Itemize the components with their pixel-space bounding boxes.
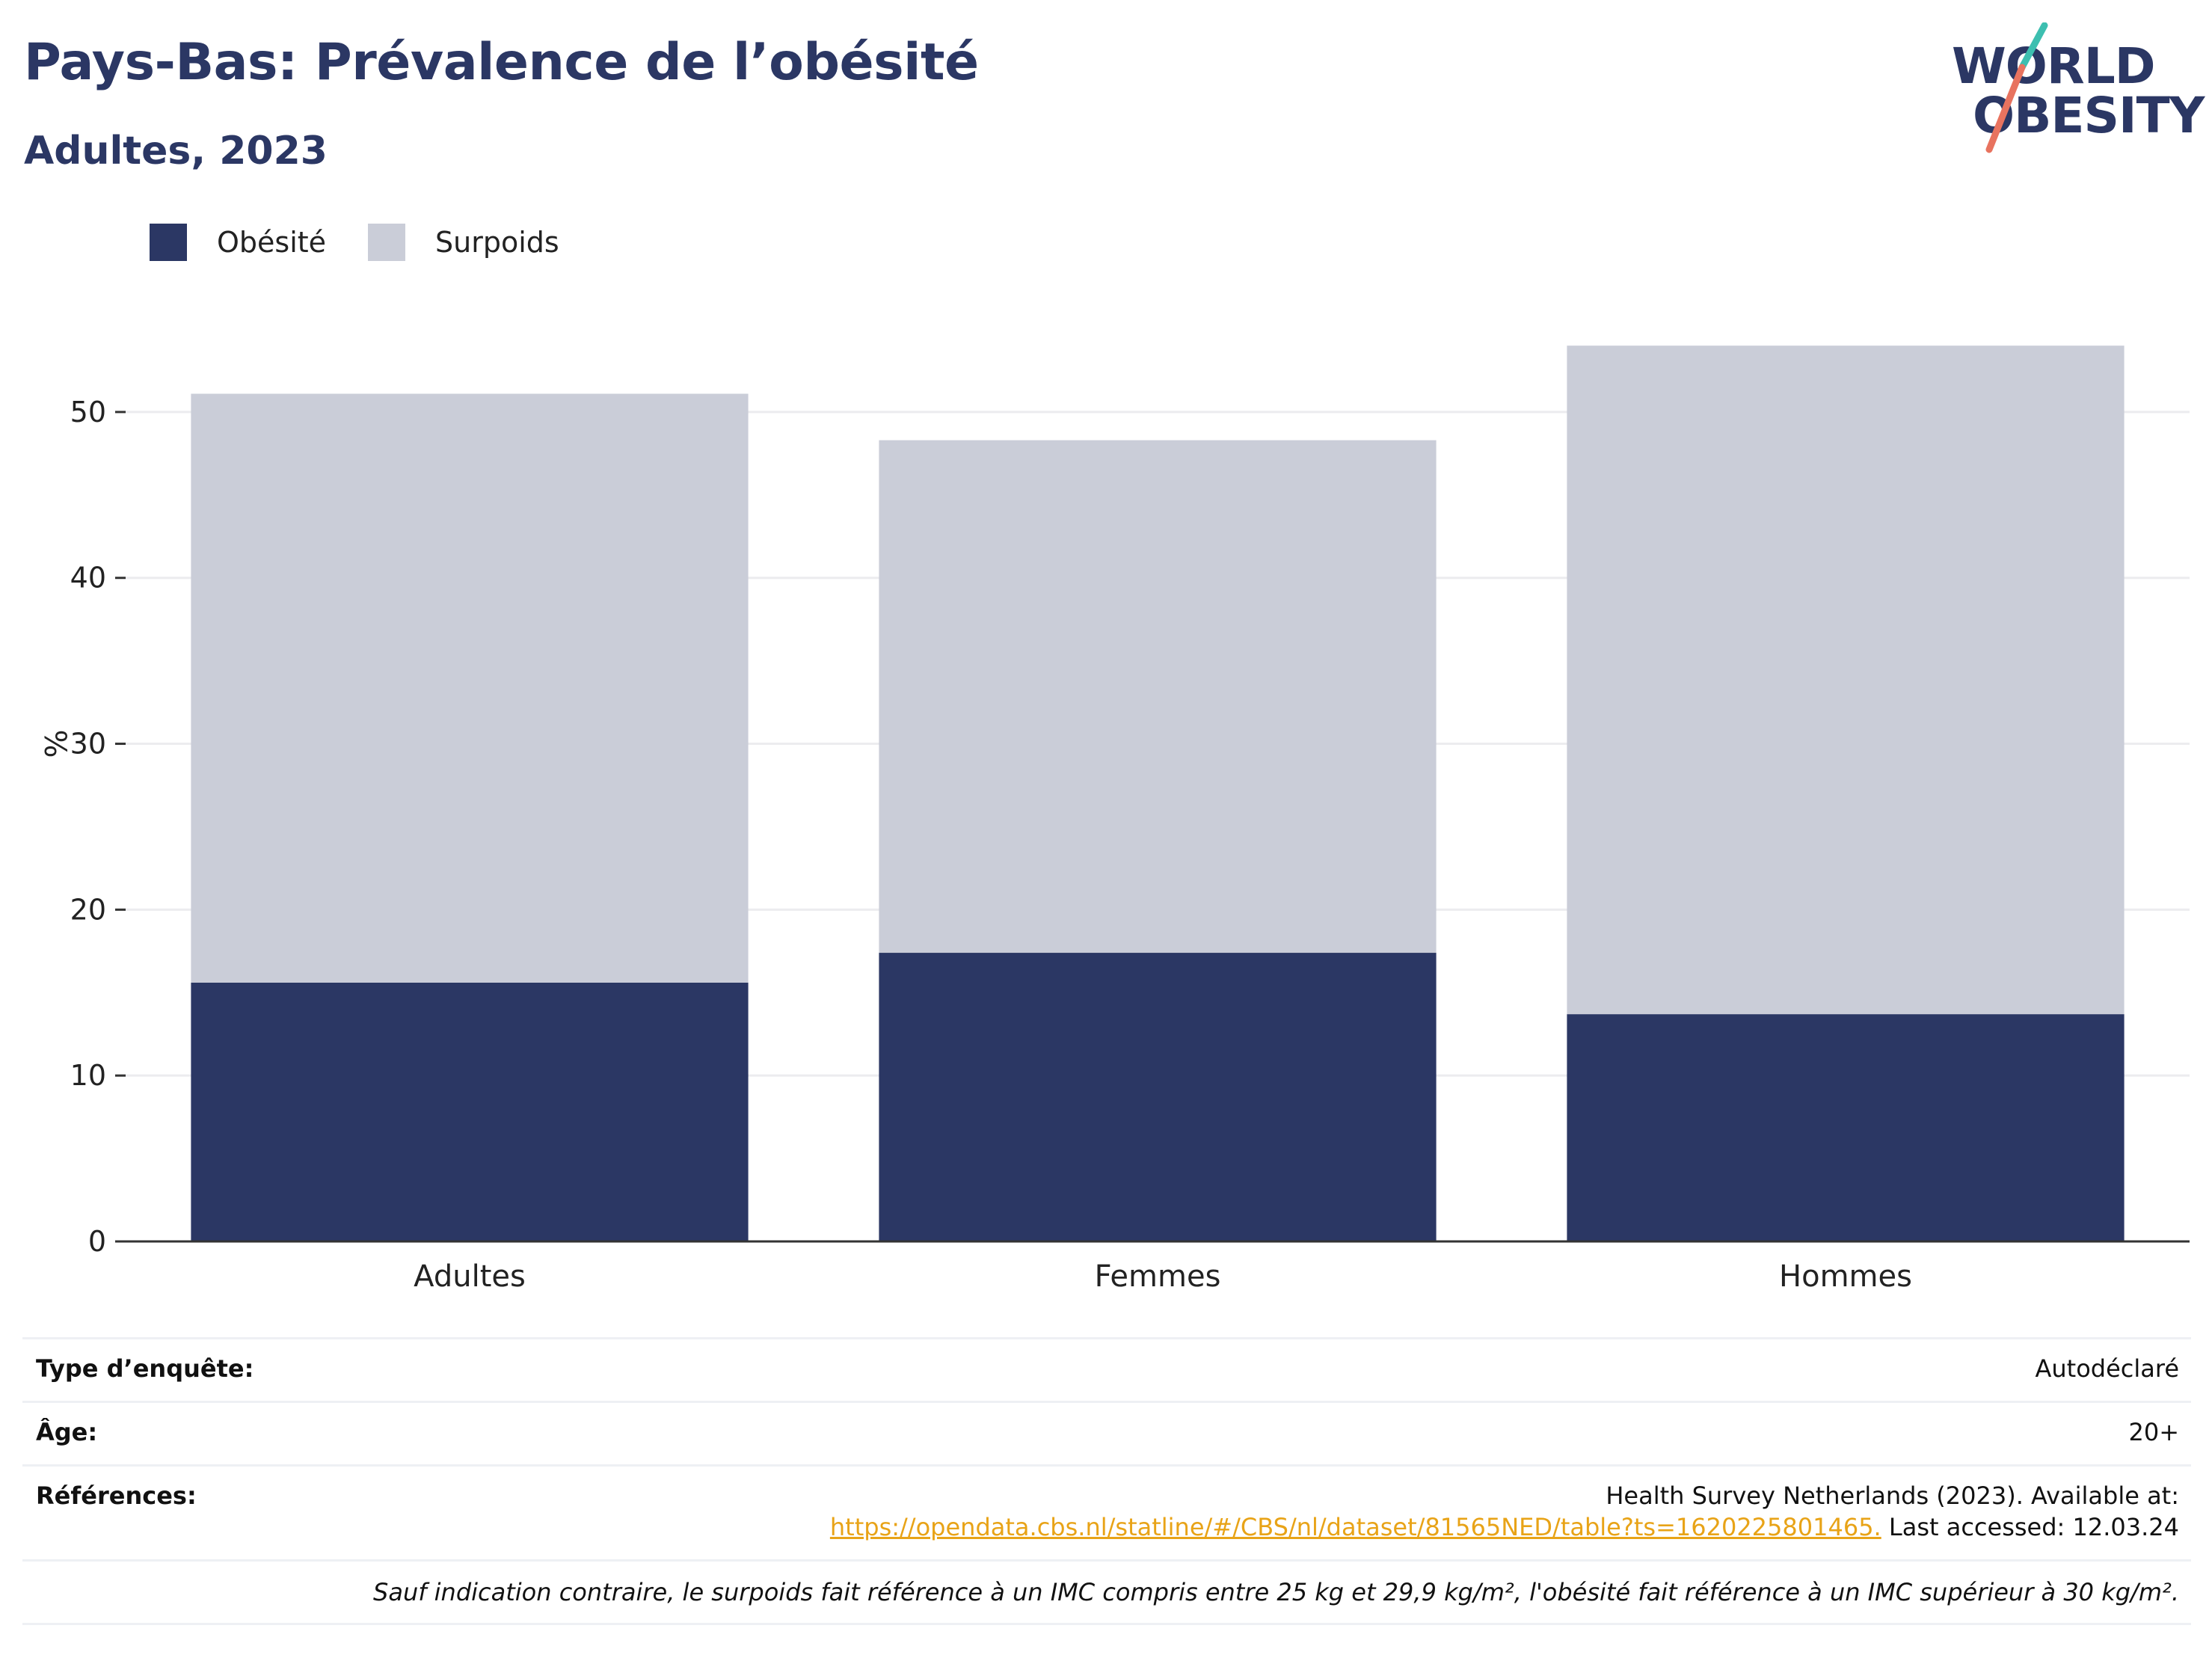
y-axis-label: % xyxy=(37,730,72,758)
reference-accessed: Last accessed: 12.03.24 xyxy=(1881,1513,2179,1541)
y-tick-label: 40 xyxy=(70,562,106,595)
legend-item-obesity[interactable]: Obésité xyxy=(150,224,326,261)
world-obesity-logo: WORLD OBESITY xyxy=(1952,22,2205,157)
bar-overweight-hommes[interactable] xyxy=(1567,346,2125,1015)
chart-legend: Obésité Surpoids xyxy=(150,223,601,262)
info-row-references: Références: Health Survey Netherlands (2… xyxy=(22,1464,2191,1559)
age-label: Âge: xyxy=(36,1418,98,1446)
age-value: 20+ xyxy=(2128,1418,2179,1446)
y-tick-label: 50 xyxy=(70,396,106,429)
info-table: Type d’enquête: Autodéclaré Âge: 20+ Réf… xyxy=(22,1337,2191,1625)
survey-type-label: Type d’enquête: xyxy=(36,1354,254,1383)
references-label: Références: xyxy=(36,1481,197,1510)
bar-overweight-femmes[interactable] xyxy=(879,440,1437,954)
bar-overweight-adultes[interactable] xyxy=(191,393,749,983)
reference-link-line: https://opendata.cbs.nl/statline/#/CBS/n… xyxy=(830,1511,2179,1543)
references-value: Health Survey Netherlands (2023). Availa… xyxy=(830,1480,2179,1543)
x-tick-label: Femmes xyxy=(1095,1259,1221,1294)
page-title: Pays-Bas: Prévalence de l’obésité xyxy=(24,33,979,92)
legend-swatch-obesity xyxy=(150,224,187,261)
reference-link[interactable]: https://opendata.cbs.nl/statline/#/CBS/n… xyxy=(829,1513,1881,1541)
x-axis-ticks: Adultes Femmes Hommes xyxy=(414,1259,1912,1294)
survey-type-value: Autodéclaré xyxy=(2035,1354,2179,1383)
info-row-survey: Type d’enquête: Autodéclaré xyxy=(22,1337,2191,1401)
logo-slash-icon xyxy=(1985,22,2048,153)
stacked-bar-chart: 0 10 20 30 40 50 Adultes Femmes Hommes % xyxy=(37,346,2190,1294)
x-tick-label: Hommes xyxy=(1779,1259,1912,1294)
legend-item-overweight[interactable]: Surpoids xyxy=(368,224,559,261)
reference-citation: Health Survey Netherlands (2023). Availa… xyxy=(1606,1481,2179,1510)
bar-obesity-adultes[interactable] xyxy=(191,982,749,1241)
info-row-age: Âge: 20+ xyxy=(22,1401,2191,1464)
y-tick-label: 10 xyxy=(70,1059,106,1092)
x-tick-label: Adultes xyxy=(414,1259,526,1294)
bar-obesity-hommes[interactable] xyxy=(1567,1014,2125,1241)
definition-note: Sauf indication contraire, le surpoids f… xyxy=(373,1578,2179,1606)
y-tick-label: 30 xyxy=(70,728,106,761)
info-row-note: Sauf indication contraire, le surpoids f… xyxy=(22,1559,2191,1625)
page-subtitle: Adultes, 2023 xyxy=(24,129,328,174)
y-tick-label: 20 xyxy=(70,893,106,926)
y-axis-ticks: 0 10 20 30 40 50 xyxy=(70,396,126,1258)
chart-bars xyxy=(191,346,2125,1241)
legend-label-overweight: Surpoids xyxy=(435,226,559,259)
legend-label-obesity: Obésité xyxy=(217,226,327,259)
bar-obesity-femmes[interactable] xyxy=(879,953,1437,1241)
logo-word-world: WORLD xyxy=(1952,37,2156,95)
legend-swatch-overweight xyxy=(368,224,406,261)
y-tick-label: 0 xyxy=(88,1225,106,1258)
